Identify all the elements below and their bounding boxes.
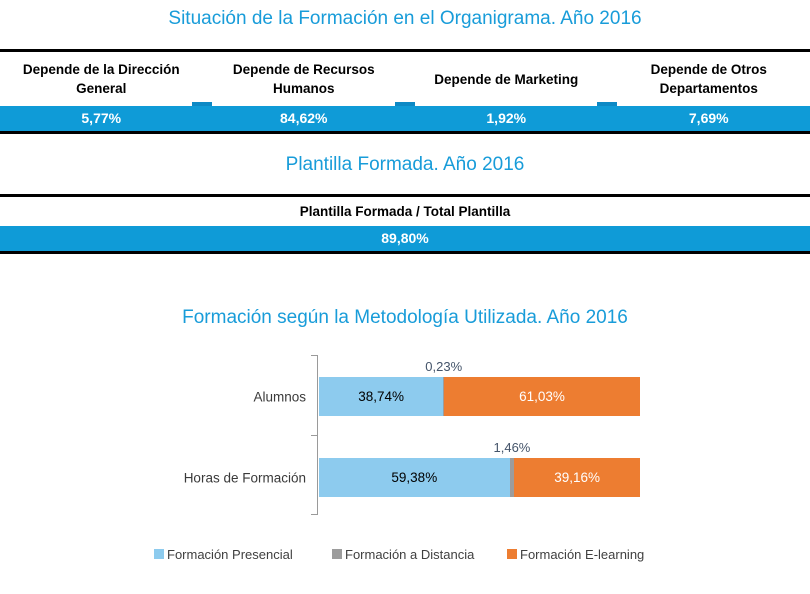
stacked-bar-horas: 1,46% 59,38% 39,16% [319, 440, 640, 497]
axis-tick [311, 514, 317, 515]
section-title-metodologia: Formación según la Metodología Utilizada… [182, 307, 628, 328]
axis-tick [311, 435, 317, 436]
legend-label-distancia: Formación a Distancia [345, 546, 475, 562]
legend-item-presencial: Formación Presencial [154, 546, 293, 562]
divider-line [0, 131, 810, 134]
value-recursos-humanos: 84,62% [280, 110, 328, 126]
column-header-otros-departamentos: Depende de Otros Departamentos [650, 62, 767, 96]
legend-swatch-presencial [154, 549, 164, 559]
divider-line [0, 251, 810, 254]
bar-segment-elearning: 39,16% [514, 458, 640, 497]
data-label-distancia-horas: 1,46% [493, 440, 531, 455]
bar-segment-presencial: 59,38% [319, 458, 510, 497]
chart-row-alumnos: Alumnos 0,23% 38,74% 61,03% [0, 359, 810, 416]
plantilla-value-row: 89,80% [0, 226, 810, 251]
column-header-marketing: Depende de Marketing [434, 71, 579, 87]
chart-row-horas: Horas de Formación 1,46% 59,38% 39,16% [0, 440, 810, 497]
legend-swatch-elearning [507, 549, 517, 559]
divider-line [0, 49, 810, 52]
bar-segment-distancia [509, 458, 515, 497]
data-label: 59,38% [391, 470, 438, 485]
cell-divider-notch [597, 102, 617, 106]
data-label: 61,03% [519, 389, 565, 404]
value-plantilla-formada: 89,80% [381, 230, 429, 246]
legend-label-elearning: Formación E-learning [520, 546, 645, 562]
organigrama-value-row: 5,77% 84,62% 1,92% 7,69% [0, 106, 810, 131]
value-marketing: 1,92% [486, 110, 527, 126]
legend-swatch-distancia [332, 549, 342, 559]
divider-line [0, 194, 810, 197]
bar-segment-distancia [443, 377, 445, 416]
category-label-alumnos: Alumnos [253, 389, 306, 404]
bar-segment-elearning: 61,03% [444, 377, 640, 416]
value-direccion-general: 5,77% [81, 110, 122, 126]
legend-item-distancia: Formación a Distancia [332, 546, 475, 562]
data-label: 38,74% [358, 389, 405, 404]
section-title-plantilla: Plantilla Formada. Año 2016 [285, 154, 525, 175]
category-axis-line [317, 355, 318, 515]
data-label-distancia-alumnos: 0,23% [425, 359, 463, 374]
legend-label-presencial: Formación Presencial [167, 546, 293, 562]
legend-item-elearning: Formación E-learning [507, 546, 645, 562]
column-header-recursos-humanos: Depende de Recursos Humanos [232, 62, 375, 96]
section-title-organigrama: Situación de la Formación en el Organigr… [168, 8, 642, 29]
bar-segment-presencial: 38,74% [319, 377, 444, 416]
data-label: 39,16% [554, 470, 601, 485]
stacked-bar-alumnos: 0,23% 38,74% 61,03% [319, 359, 640, 416]
axis-tick [311, 355, 317, 356]
column-header-direccion-general: Depende de la Dirección General [22, 62, 180, 96]
cell-divider-notch [395, 102, 415, 106]
organigrama-header-row: Depende de la Dirección General Depende … [0, 52, 810, 106]
plantilla-header: Plantilla Formada / Total Plantilla [299, 204, 511, 219]
category-label-horas-formacion: Horas de Formación [183, 470, 306, 485]
value-otros-departamentos: 7,69% [688, 110, 729, 126]
cell-divider-notch [192, 102, 212, 106]
